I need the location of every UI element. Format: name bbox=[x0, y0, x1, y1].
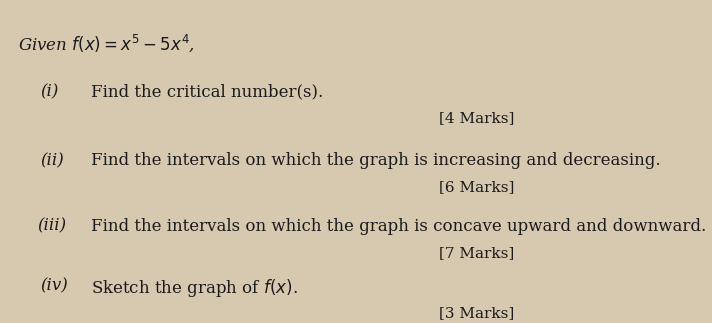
Text: [3 Marks]: [3 Marks] bbox=[439, 306, 514, 320]
Text: Given $f(x) = x^5 - 5x^4$,: Given $f(x) = x^5 - 5x^4$, bbox=[18, 33, 195, 54]
Text: Find the intervals on which the graph is increasing and decreasing.: Find the intervals on which the graph is… bbox=[90, 152, 660, 169]
Text: [6 Marks]: [6 Marks] bbox=[439, 180, 514, 194]
Text: (iv): (iv) bbox=[41, 277, 68, 295]
Text: Sketch the graph of $f(x)$.: Sketch the graph of $f(x)$. bbox=[90, 277, 298, 299]
Text: (ii): (ii) bbox=[41, 152, 64, 169]
Text: [7 Marks]: [7 Marks] bbox=[439, 246, 514, 260]
Text: [4 Marks]: [4 Marks] bbox=[439, 111, 514, 125]
Text: Find the critical number(s).: Find the critical number(s). bbox=[90, 83, 323, 100]
Text: (iii): (iii) bbox=[38, 218, 67, 235]
Text: (i): (i) bbox=[41, 83, 59, 100]
Text: Find the intervals on which the graph is concave upward and downward.: Find the intervals on which the graph is… bbox=[90, 218, 706, 235]
